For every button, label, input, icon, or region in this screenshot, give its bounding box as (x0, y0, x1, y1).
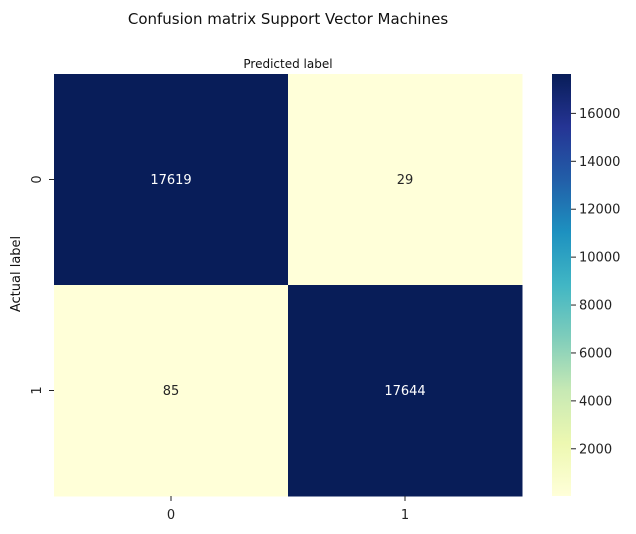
cell-value-1-0: 85 (163, 384, 180, 399)
colorbar-tick-label-8000: 8000 (579, 299, 612, 314)
colorbar (552, 74, 571, 496)
x-axis-label: Predicted label (243, 57, 332, 71)
colorbar-tick-label-12000: 12000 (579, 203, 620, 218)
colorbar-tick-label-6000: 6000 (579, 346, 612, 361)
cell-value-0-0: 17619 (150, 173, 191, 188)
heatmap-cell-0-1 (288, 74, 523, 286)
colorbar-tick-label-14000: 14000 (579, 155, 620, 170)
y-axis-ticks: 01 (30, 175, 54, 395)
y-tick-label-1: 1 (30, 386, 45, 394)
colorbar-tick-label-10000: 10000 (579, 251, 620, 266)
y-axis-label: Actual label (9, 236, 24, 312)
heatmap-cell-1-1 (288, 285, 523, 497)
colorbar-tick-label-4000: 4000 (579, 394, 612, 409)
x-tick-label-1: 1 (401, 508, 409, 523)
cell-value-0-1: 29 (397, 173, 414, 188)
colorbar-tick-label-16000: 16000 (579, 107, 620, 122)
heatmap-cell-0-0 (54, 74, 289, 286)
heatmap-cells: 17619 29 85 17644 (54, 74, 523, 497)
heatmap-cell-1-0 (54, 285, 289, 497)
chart-title: Confusion matrix Support Vector Machines (128, 10, 448, 28)
x-tick-label-0: 0 (167, 508, 175, 523)
y-tick-label-0: 0 (30, 175, 45, 183)
cell-value-1-1: 17644 (384, 384, 425, 399)
colorbar-ticks: 2000 4000 6000 8000 10000 12000 14000 16000 (571, 107, 620, 457)
colorbar-tick-label-2000: 2000 (579, 442, 612, 457)
